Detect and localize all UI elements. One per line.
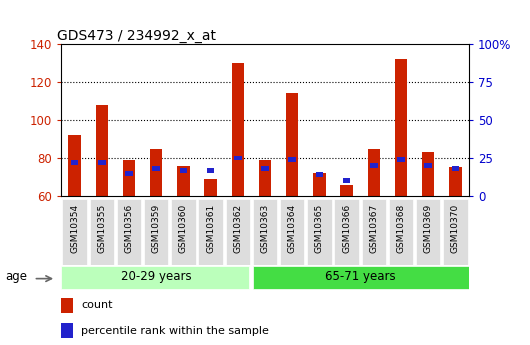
Bar — [286, 93, 298, 196]
Bar — [253, 266, 469, 288]
Bar — [259, 160, 271, 196]
Bar — [315, 172, 323, 177]
Bar — [261, 166, 269, 171]
Bar — [125, 171, 133, 176]
FancyBboxPatch shape — [90, 199, 114, 265]
Bar — [150, 148, 162, 196]
FancyBboxPatch shape — [63, 199, 87, 265]
Text: GSM10368: GSM10368 — [396, 204, 405, 254]
Bar — [177, 166, 190, 196]
Bar — [422, 152, 435, 196]
Bar — [452, 166, 460, 171]
FancyBboxPatch shape — [226, 199, 250, 265]
Text: GSM10366: GSM10366 — [342, 204, 351, 254]
Text: GSM10363: GSM10363 — [261, 204, 269, 254]
FancyBboxPatch shape — [443, 199, 467, 265]
Text: GSM10355: GSM10355 — [98, 204, 106, 254]
Text: 65-71 years: 65-71 years — [325, 270, 395, 283]
Bar — [180, 168, 187, 172]
Text: GDS473 / 234992_x_at: GDS473 / 234992_x_at — [57, 29, 216, 43]
Bar — [340, 185, 353, 196]
Bar — [397, 157, 405, 162]
Bar — [123, 160, 135, 196]
Bar — [368, 148, 380, 196]
Text: GSM10356: GSM10356 — [125, 204, 134, 254]
Bar — [207, 168, 215, 172]
Text: GSM10370: GSM10370 — [451, 204, 460, 254]
Text: GSM10369: GSM10369 — [424, 204, 432, 254]
FancyBboxPatch shape — [253, 199, 277, 265]
FancyBboxPatch shape — [416, 199, 440, 265]
Text: GSM10364: GSM10364 — [288, 204, 297, 253]
Bar — [449, 168, 462, 196]
FancyBboxPatch shape — [198, 199, 223, 265]
Bar — [395, 59, 407, 196]
FancyBboxPatch shape — [144, 199, 169, 265]
Text: count: count — [82, 300, 113, 310]
Bar — [205, 179, 217, 196]
Text: GSM10362: GSM10362 — [233, 204, 242, 253]
Bar — [313, 173, 325, 196]
FancyBboxPatch shape — [171, 199, 196, 265]
Bar — [343, 178, 350, 183]
Text: 20-29 years: 20-29 years — [121, 270, 191, 283]
FancyBboxPatch shape — [361, 199, 386, 265]
Bar — [234, 156, 242, 160]
Bar — [425, 163, 432, 168]
Bar — [61, 266, 249, 288]
Bar — [98, 160, 105, 165]
Bar — [95, 105, 108, 196]
Text: percentile rank within the sample: percentile rank within the sample — [82, 326, 269, 336]
FancyBboxPatch shape — [334, 199, 359, 265]
FancyBboxPatch shape — [307, 199, 332, 265]
Bar — [68, 135, 81, 196]
Bar — [232, 63, 244, 196]
Text: GSM10359: GSM10359 — [152, 204, 161, 254]
Text: GSM10354: GSM10354 — [70, 204, 79, 253]
Text: GSM10365: GSM10365 — [315, 204, 324, 254]
Text: GSM10367: GSM10367 — [369, 204, 378, 254]
Bar — [152, 166, 160, 171]
Bar — [70, 160, 78, 165]
Bar — [370, 163, 378, 168]
Bar — [61, 297, 73, 313]
Text: GSM10361: GSM10361 — [206, 204, 215, 254]
Text: GSM10360: GSM10360 — [179, 204, 188, 254]
FancyBboxPatch shape — [389, 199, 413, 265]
FancyBboxPatch shape — [280, 199, 304, 265]
Text: age: age — [5, 270, 27, 283]
Bar — [288, 157, 296, 162]
FancyBboxPatch shape — [117, 199, 141, 265]
Bar — [61, 323, 73, 338]
